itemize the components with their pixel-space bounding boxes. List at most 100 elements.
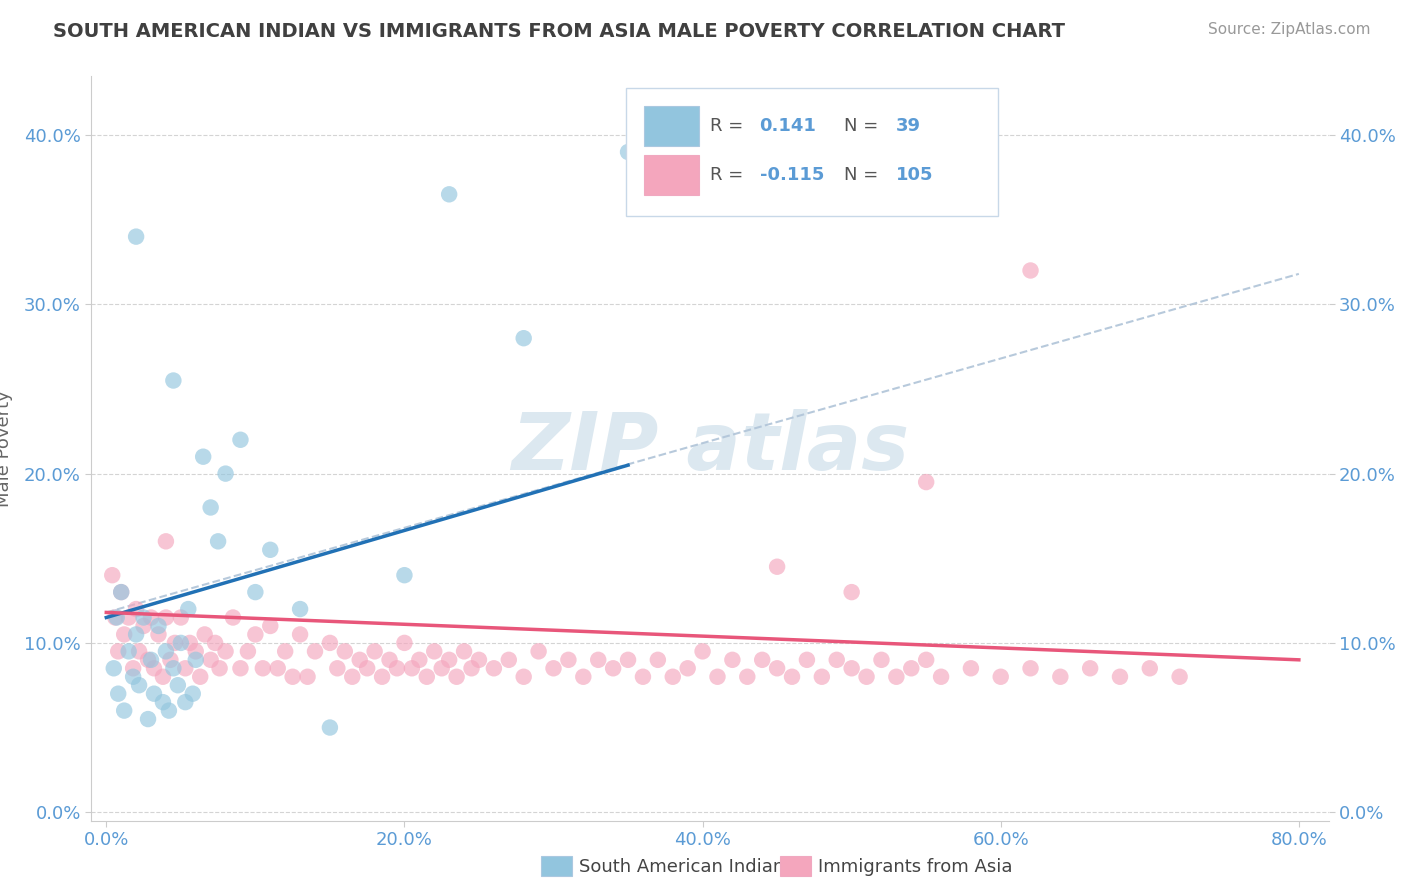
- Point: [692, 644, 714, 658]
- Point: [170, 636, 193, 650]
- FancyBboxPatch shape: [644, 155, 699, 195]
- Point: [288, 602, 311, 616]
- Point: [174, 661, 197, 675]
- Point: [170, 610, 193, 624]
- Point: [122, 661, 145, 675]
- Point: [394, 568, 416, 582]
- Point: [1139, 661, 1161, 675]
- Point: [446, 670, 468, 684]
- Point: [162, 661, 184, 675]
- Point: [602, 661, 624, 675]
- Point: [841, 661, 863, 675]
- Point: [468, 653, 491, 667]
- Point: [811, 670, 834, 684]
- Point: [163, 636, 186, 650]
- Point: [408, 653, 430, 667]
- Point: [104, 610, 127, 624]
- Point: [356, 661, 378, 675]
- Point: [118, 644, 141, 658]
- Point: [188, 670, 211, 684]
- Point: [122, 670, 145, 684]
- Point: [543, 661, 565, 675]
- Point: [527, 644, 550, 658]
- Point: [125, 602, 148, 616]
- Point: [155, 610, 177, 624]
- Point: [319, 636, 342, 650]
- Point: [766, 661, 789, 675]
- Point: [825, 653, 848, 667]
- Text: South American Indians: South American Indians: [579, 858, 794, 876]
- Point: [460, 661, 482, 675]
- Point: [512, 331, 534, 345]
- Point: [401, 661, 423, 675]
- Point: [110, 585, 132, 599]
- Point: [136, 712, 159, 726]
- Point: [143, 661, 166, 675]
- Point: [139, 653, 162, 667]
- Point: [990, 670, 1012, 684]
- Point: [259, 619, 281, 633]
- Point: [143, 687, 166, 701]
- Point: [349, 653, 371, 667]
- Point: [319, 721, 342, 735]
- Point: [915, 653, 938, 667]
- Point: [363, 644, 385, 658]
- Point: [870, 653, 893, 667]
- Point: [281, 670, 304, 684]
- Point: [132, 619, 155, 633]
- Text: R =: R =: [710, 117, 749, 135]
- Point: [304, 644, 326, 658]
- Point: [252, 661, 274, 675]
- Point: [110, 585, 132, 599]
- Point: [378, 653, 401, 667]
- Y-axis label: Male Poverty: Male Poverty: [0, 390, 13, 507]
- Point: [128, 644, 150, 658]
- Text: Immigrants from Asia: Immigrants from Asia: [818, 858, 1012, 876]
- Point: [236, 644, 259, 658]
- Point: [181, 687, 204, 701]
- Text: 39: 39: [896, 117, 921, 135]
- Point: [326, 661, 349, 675]
- Point: [766, 559, 789, 574]
- Text: SOUTH AMERICAN INDIAN VS IMMIGRANTS FROM ASIA MALE POVERTY CORRELATION CHART: SOUTH AMERICAN INDIAN VS IMMIGRANTS FROM…: [53, 22, 1066, 41]
- Point: [159, 653, 181, 667]
- Point: [155, 534, 177, 549]
- Point: [706, 670, 728, 684]
- Point: [676, 661, 699, 675]
- Point: [437, 653, 460, 667]
- Point: [1019, 661, 1042, 675]
- Point: [274, 644, 297, 658]
- Point: [177, 602, 200, 616]
- Point: [229, 433, 252, 447]
- Point: [267, 661, 290, 675]
- Point: [631, 670, 654, 684]
- Point: [136, 653, 159, 667]
- Text: R =: R =: [710, 166, 749, 184]
- Point: [737, 670, 759, 684]
- Text: N =: N =: [844, 117, 883, 135]
- Point: [1049, 670, 1071, 684]
- Point: [385, 661, 408, 675]
- Point: [960, 661, 983, 675]
- Point: [125, 229, 148, 244]
- Point: [214, 644, 236, 658]
- Point: [148, 627, 170, 641]
- Point: [128, 678, 150, 692]
- Point: [288, 627, 311, 641]
- Point: [103, 661, 125, 675]
- Point: [139, 610, 162, 624]
- Text: ZIP atlas: ZIP atlas: [510, 409, 910, 487]
- Point: [721, 653, 744, 667]
- Point: [498, 653, 520, 667]
- Point: [155, 644, 177, 658]
- FancyBboxPatch shape: [644, 105, 699, 145]
- Point: [107, 687, 129, 701]
- Point: [152, 695, 174, 709]
- Point: [557, 653, 579, 667]
- Point: [148, 619, 170, 633]
- Point: [915, 475, 938, 489]
- Point: [222, 610, 245, 624]
- Point: [423, 644, 446, 658]
- Point: [152, 670, 174, 684]
- Text: 0.141: 0.141: [759, 117, 817, 135]
